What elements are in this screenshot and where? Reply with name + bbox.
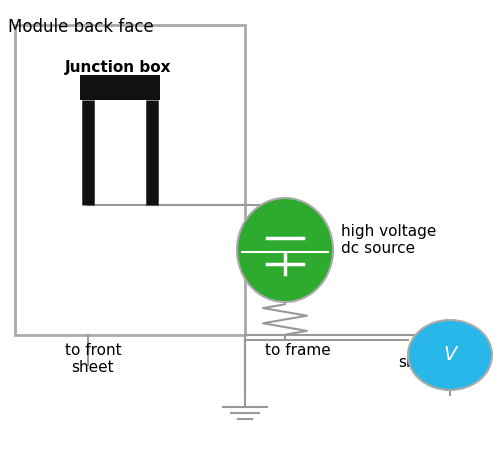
Text: Module back face: Module back face: [8, 18, 154, 36]
Ellipse shape: [237, 198, 333, 302]
Ellipse shape: [408, 320, 492, 390]
Text: Junction box: Junction box: [65, 60, 172, 75]
Bar: [80, 75, 160, 100]
Text: shunt: shunt: [398, 355, 442, 370]
Bar: [15, 25, 245, 335]
Text: to front
sheet: to front sheet: [64, 343, 122, 375]
Text: high voltage
dc source: high voltage dc source: [341, 224, 436, 256]
Text: to frame: to frame: [265, 343, 331, 358]
Text: V: V: [444, 346, 456, 364]
